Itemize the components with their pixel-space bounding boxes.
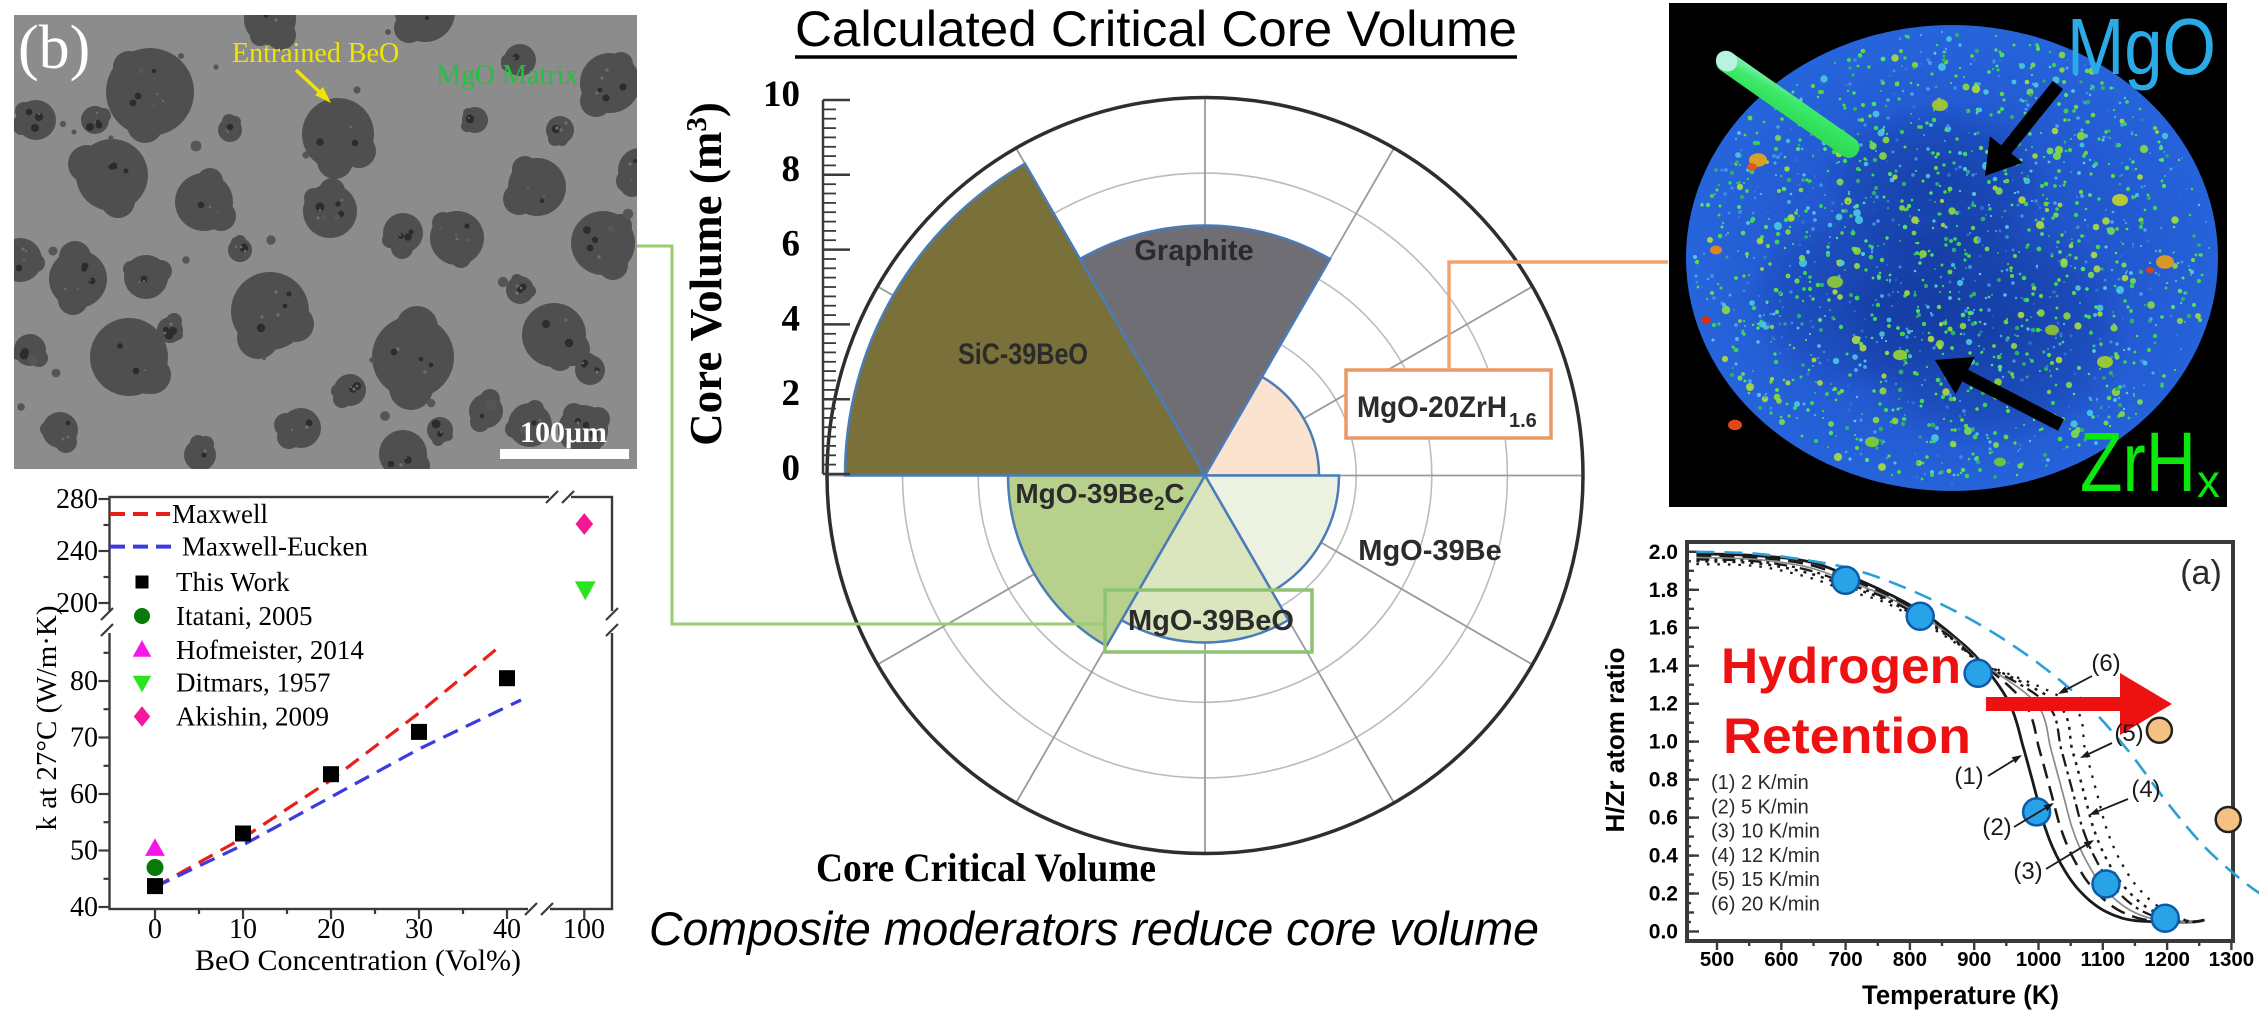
svg-text:1.6: 1.6 xyxy=(1509,410,1537,432)
svg-text:Calculated Critical Core Volum: Calculated Critical Core Volume xyxy=(795,1,1517,57)
svg-text:Graphite: Graphite xyxy=(1134,235,1253,267)
svg-text:(6): (6) xyxy=(2091,650,2120,677)
svg-text:Ditmars, 1957: Ditmars, 1957 xyxy=(176,668,331,698)
svg-text:0.6: 0.6 xyxy=(1649,807,1678,830)
svg-text:2.0: 2.0 xyxy=(1649,541,1678,564)
svg-text:280: 280 xyxy=(56,484,98,515)
svg-text:600: 600 xyxy=(1764,948,1798,971)
svg-text:(5): (5) xyxy=(2114,720,2143,747)
svg-text:Core Critical Volume: Core Critical Volume xyxy=(816,845,1156,890)
svg-text:Hydrogen: Hydrogen xyxy=(1721,638,1961,694)
svg-text:(2) 5 K/min: (2) 5 K/min xyxy=(1711,796,1809,818)
svg-text:(1): (1) xyxy=(1954,763,1983,790)
svg-text:(3) 10 K/min: (3) 10 K/min xyxy=(1711,821,1820,843)
svg-text:1200: 1200 xyxy=(2144,948,2190,971)
svg-text:80: 80 xyxy=(70,666,98,697)
svg-text:Entrained BeO: Entrained BeO xyxy=(232,38,399,69)
svg-text:30: 30 xyxy=(405,914,433,945)
svg-text:(b): (b) xyxy=(18,14,90,82)
svg-text:1.8: 1.8 xyxy=(1649,579,1679,602)
svg-text:70: 70 xyxy=(70,723,98,754)
svg-text:Hofmeister, 2014: Hofmeister, 2014 xyxy=(176,635,364,665)
svg-text:(4): (4) xyxy=(2131,776,2160,803)
svg-text:0.2: 0.2 xyxy=(1649,883,1678,906)
svg-text:200: 200 xyxy=(56,588,98,619)
svg-text:SiC-39BeO: SiC-39BeO xyxy=(958,338,1088,371)
svg-text:(2): (2) xyxy=(1982,814,2011,841)
svg-text:(1) 2 K/min: (1) 2 K/min xyxy=(1711,772,1809,794)
svg-text:1000: 1000 xyxy=(2016,948,2062,971)
svg-text:20: 20 xyxy=(317,914,345,945)
svg-text:40: 40 xyxy=(493,914,521,945)
svg-text:1.4: 1.4 xyxy=(1649,655,1679,678)
svg-text:Retention: Retention xyxy=(1723,708,1971,764)
svg-text:(4) 12 K/min: (4) 12 K/min xyxy=(1711,845,1820,867)
svg-text:100: 100 xyxy=(563,914,605,945)
svg-text:Akishin, 2009: Akishin, 2009 xyxy=(176,702,329,732)
svg-text:10: 10 xyxy=(763,74,800,115)
svg-text:MgO-39BeO: MgO-39BeO xyxy=(1128,605,1294,637)
svg-text:100μm: 100μm xyxy=(520,416,607,449)
svg-text:Temperature (K): Temperature (K) xyxy=(1862,980,2059,1010)
svg-text:MgO Matrix: MgO Matrix xyxy=(436,60,578,91)
svg-text:1300: 1300 xyxy=(2209,948,2255,971)
svg-text:40: 40 xyxy=(70,892,98,923)
svg-text:8: 8 xyxy=(782,149,801,190)
svg-text:0: 0 xyxy=(148,914,162,945)
svg-text:1.2: 1.2 xyxy=(1649,693,1678,716)
svg-text:60: 60 xyxy=(70,779,98,810)
svg-text:1.0: 1.0 xyxy=(1649,731,1678,754)
svg-text:Itatani, 2005: Itatani, 2005 xyxy=(176,601,312,631)
svg-text:1.6: 1.6 xyxy=(1649,617,1678,640)
svg-text:2: 2 xyxy=(782,373,801,414)
svg-text:x: x xyxy=(2197,455,2220,507)
svg-text:0.8: 0.8 xyxy=(1649,769,1679,792)
svg-text:(6) 20 K/min: (6) 20 K/min xyxy=(1711,894,1820,916)
svg-text:(a): (a) xyxy=(2180,554,2222,592)
svg-text:(5) 15 K/min: (5) 15 K/min xyxy=(1711,869,1820,891)
svg-text:900: 900 xyxy=(1957,948,1991,971)
svg-text:Maxwell: Maxwell xyxy=(172,499,268,529)
svg-text:MgO: MgO xyxy=(2067,2,2216,91)
svg-text:500: 500 xyxy=(1700,948,1734,971)
svg-text:1100: 1100 xyxy=(2081,948,2125,971)
svg-text:Composite moderators reduce co: Composite moderators reduce core volume xyxy=(649,902,1539,955)
svg-text:MgO-39Be: MgO-39Be xyxy=(1358,535,1501,567)
svg-text:10: 10 xyxy=(229,914,257,945)
svg-text:MgO-20ZrH: MgO-20ZrH xyxy=(1357,391,1507,424)
svg-text:(3): (3) xyxy=(2013,858,2042,885)
svg-text:k at 27°C (W/m·K): k at 27°C (W/m·K) xyxy=(31,605,63,830)
svg-text:50: 50 xyxy=(70,836,98,867)
svg-text:700: 700 xyxy=(1828,948,1862,971)
svg-text:240: 240 xyxy=(56,536,98,567)
svg-text:0.0: 0.0 xyxy=(1649,921,1678,944)
svg-text:BeO Concentration (Vol%): BeO Concentration (Vol%) xyxy=(195,944,521,977)
svg-text:0.4: 0.4 xyxy=(1649,845,1679,868)
svg-text:ZrH: ZrH xyxy=(2080,415,2196,509)
svg-text:6: 6 xyxy=(782,224,801,265)
svg-text:0: 0 xyxy=(782,448,801,489)
svg-text:H/Zr atom ratio: H/Zr atom ratio xyxy=(1600,648,1630,833)
svg-text:Maxwell-Eucken: Maxwell-Eucken xyxy=(182,532,368,562)
svg-text:4: 4 xyxy=(782,298,801,339)
svg-text:This Work: This Work xyxy=(176,567,290,597)
svg-text:Core Volume (m3): Core Volume (m3) xyxy=(681,102,731,446)
svg-text:800: 800 xyxy=(1893,948,1927,971)
